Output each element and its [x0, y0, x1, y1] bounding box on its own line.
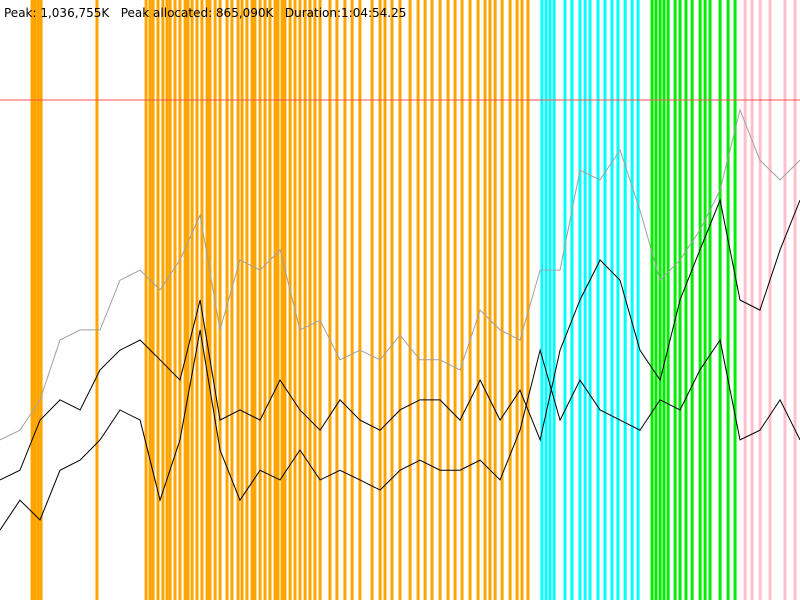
lines — [0, 99, 800, 531]
series-line — [0, 198, 800, 481]
series-line — [0, 329, 800, 531]
series-line — [0, 108, 800, 441]
chart-title: Peak: 1,036,755K Peak allocated: 865,090… — [4, 6, 406, 20]
